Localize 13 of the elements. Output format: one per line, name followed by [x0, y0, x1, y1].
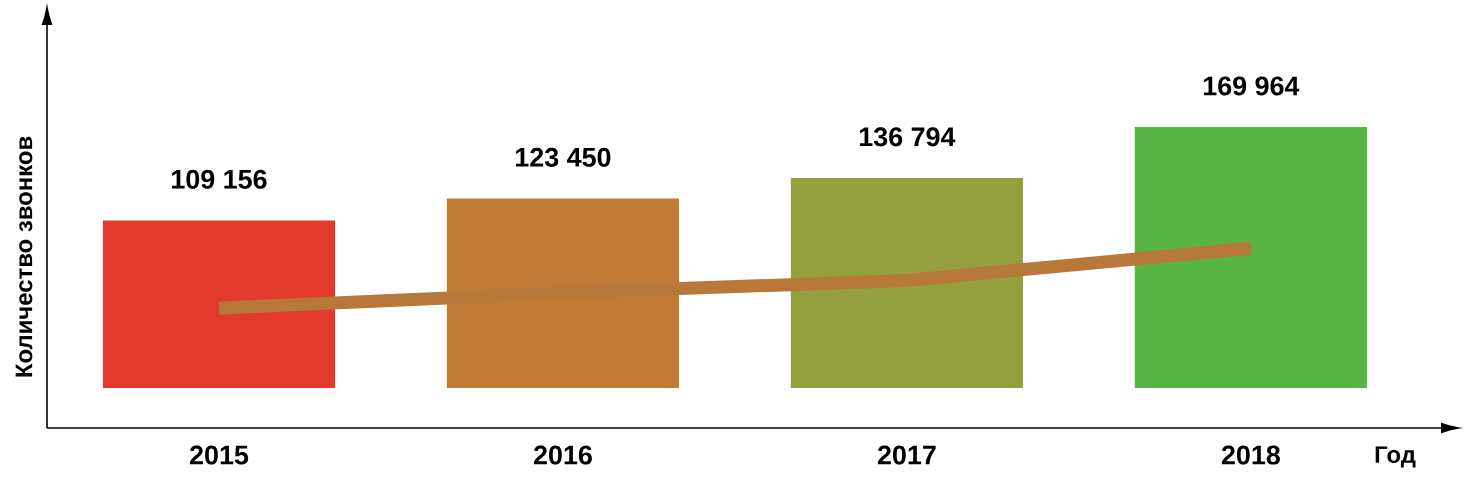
- data-label: 123 450: [516, 147, 611, 167]
- x-axis-title: Год: [1375, 446, 1416, 468]
- bar: [790, 177, 1023, 388]
- data-label: 136 794: [859, 127, 956, 147]
- data-label: 169 964: [1203, 76, 1300, 96]
- x-tick-label: 2015: [190, 445, 249, 465]
- x-tick-label: 2018: [1221, 445, 1280, 465]
- bar: [102, 220, 336, 388]
- bar: [1134, 127, 1367, 388]
- x-tick-label: 2017: [877, 445, 936, 465]
- x-tick-label: 2016: [533, 445, 592, 465]
- data-label: 109 156: [172, 169, 267, 189]
- y-axis-title: Количество звонков: [15, 136, 33, 377]
